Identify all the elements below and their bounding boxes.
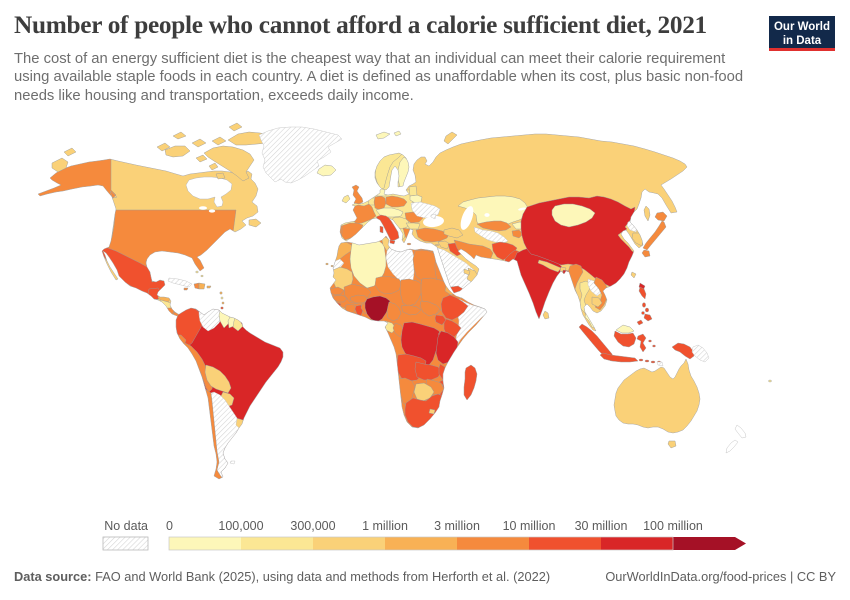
svg-text:10 million: 10 million — [503, 519, 556, 533]
svg-text:1 million: 1 million — [362, 519, 408, 533]
svg-text:100,000: 100,000 — [218, 519, 263, 533]
svg-text:300,000: 300,000 — [290, 519, 335, 533]
svg-text:No data: No data — [104, 519, 148, 533]
svg-text:0: 0 — [166, 519, 173, 533]
svg-text:30 million: 30 million — [575, 519, 628, 533]
svg-text:100 million: 100 million — [643, 519, 703, 533]
svg-text:3 million: 3 million — [434, 519, 480, 533]
